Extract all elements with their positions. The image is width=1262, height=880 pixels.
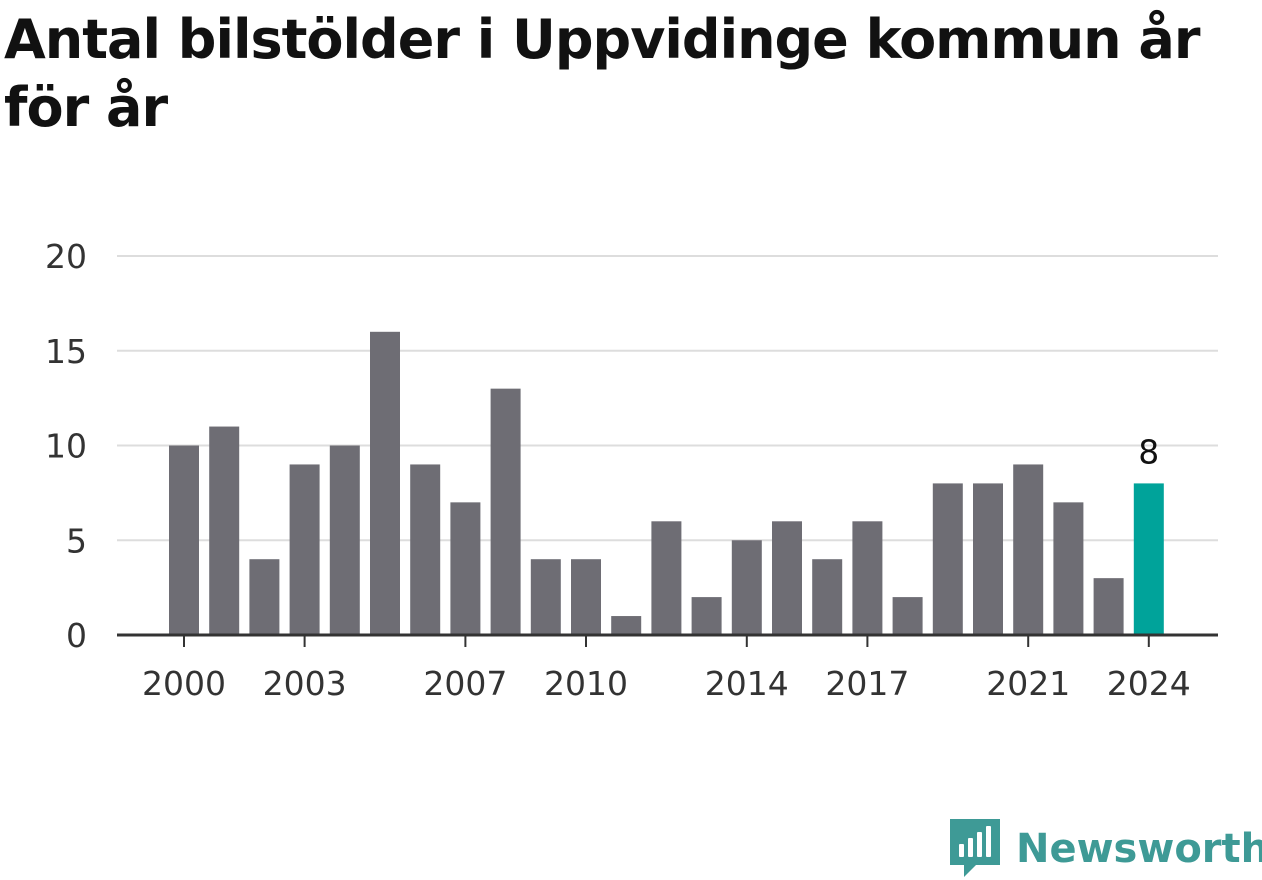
bar: [651, 521, 682, 635]
bar: [249, 559, 280, 635]
value-label: 8: [1138, 432, 1159, 471]
x-tick-label: 2024: [1107, 664, 1191, 703]
x-tick-label: 2010: [544, 664, 628, 703]
bar: [973, 483, 1003, 635]
bar: [530, 559, 561, 635]
brand-name: Newsworthy: [1016, 826, 1262, 872]
bar: [691, 597, 722, 635]
bar: [932, 483, 963, 635]
bar: [329, 445, 360, 635]
bar: [571, 559, 601, 635]
bar: [892, 597, 923, 635]
y-tick-label: 15: [45, 332, 87, 371]
bar: [169, 445, 199, 635]
x-tick-label: 2007: [423, 664, 507, 703]
bar: [490, 388, 521, 635]
highlighted-bar: [1133, 483, 1164, 635]
x-axis: [117, 633, 1218, 647]
x-tick-label: 2000: [142, 664, 226, 703]
bar: [209, 426, 240, 635]
bar: [410, 464, 441, 635]
y-tick-label: 5: [66, 521, 87, 560]
bar: [1013, 464, 1044, 635]
tick-labels: 0 5 10 15 20 8 2000 2003 2007 2010 2014 2017 2021 202…: [45, 237, 1191, 703]
x-tick-label: 2021: [986, 664, 1070, 703]
bar: [611, 616, 642, 635]
y-tick-label: 20: [45, 237, 87, 276]
bar: [370, 331, 400, 635]
bar: [450, 502, 481, 635]
bar: [289, 464, 320, 635]
grid-lines: [117, 255, 1218, 542]
newsworthy-logo-icon: [950, 819, 1000, 877]
bar: [731, 540, 762, 635]
bar: [852, 521, 883, 635]
newsworthy-logo: Newsworthy: [950, 818, 1262, 880]
chart-title: Antal bilstölder i Uppvidinge kommun år …: [4, 8, 1200, 139]
bar: [1053, 502, 1084, 635]
bar: [1093, 578, 1124, 635]
x-tick-label: 2014: [705, 664, 789, 703]
y-tick-label: 10: [45, 427, 87, 466]
bar: [772, 521, 802, 635]
bars: [169, 331, 1164, 635]
bar: [812, 559, 843, 635]
y-tick-label: 0: [66, 616, 87, 655]
x-tick-label: 2017: [825, 664, 909, 703]
x-tick-label: 2003: [263, 664, 347, 703]
